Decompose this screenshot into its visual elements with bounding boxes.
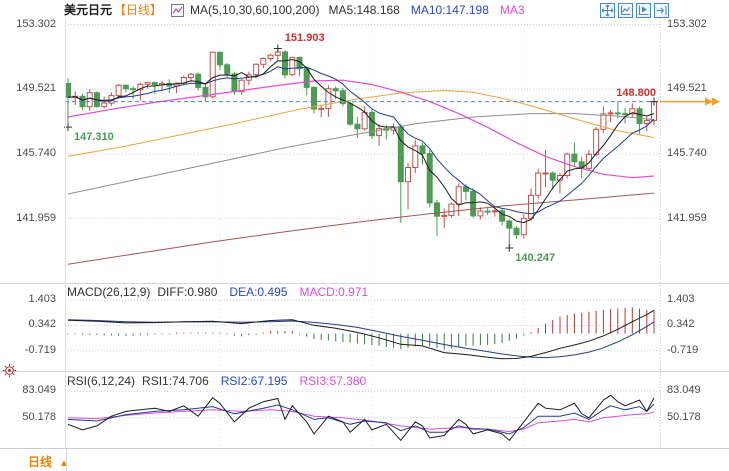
toolbar xyxy=(600,3,669,18)
symbol-name: 美元日元 xyxy=(64,3,113,17)
bottom-bar-divider xyxy=(66,449,67,471)
ma-params-label: MA(5,10,30,60,100,200) xyxy=(190,3,320,17)
rsi1-value: RSI1:74.706 xyxy=(142,374,209,388)
pan-icon[interactable] xyxy=(600,3,615,18)
ma10-value: MA10:147.198 xyxy=(410,3,489,17)
rsi-params-label: RSI(6,12,24) xyxy=(67,374,136,388)
dea-value: DEA:0.495 xyxy=(229,285,288,299)
period-label: 日线 xyxy=(28,455,53,469)
ma30-value-truncated: MA3 xyxy=(499,3,525,17)
diff-value: DIFF:0.980 xyxy=(157,285,218,299)
macd-params-label: MACD(26,12,9) xyxy=(67,285,151,299)
period-selector[interactable]: 日线 ▲ xyxy=(28,453,69,470)
macd-value: MACD:0.971 xyxy=(299,285,369,299)
rsi3-value: RSI3:57.380 xyxy=(299,374,367,388)
zoom-chart-icon[interactable] xyxy=(636,3,651,18)
crosshair-marker-icon xyxy=(2,363,17,378)
axis-scale-icon[interactable] xyxy=(618,3,633,18)
ma5-value: MA5:148.168 xyxy=(328,3,400,17)
rsi-header: RSI(6,12,24) RSI1:74.706 RSI2:67.195 RSI… xyxy=(67,374,366,388)
rsi2-value: RSI2:67.195 xyxy=(220,374,288,388)
line-chart-icon xyxy=(171,4,185,17)
chart-title: 美元日元 【日线】 MA(5,10,30,60,100,200) MA5:148… xyxy=(64,3,525,18)
go-to-end-icon[interactable] xyxy=(654,3,669,18)
dropup-arrow-icon: ▲ xyxy=(59,458,69,469)
period-tag: 【日线】 xyxy=(114,3,163,17)
bottom-bar: 日线 ▲ xyxy=(0,448,729,471)
macd-header: MACD(26,12,9) DIFF:0.980 DEA:0.495 MACD:… xyxy=(67,285,368,299)
